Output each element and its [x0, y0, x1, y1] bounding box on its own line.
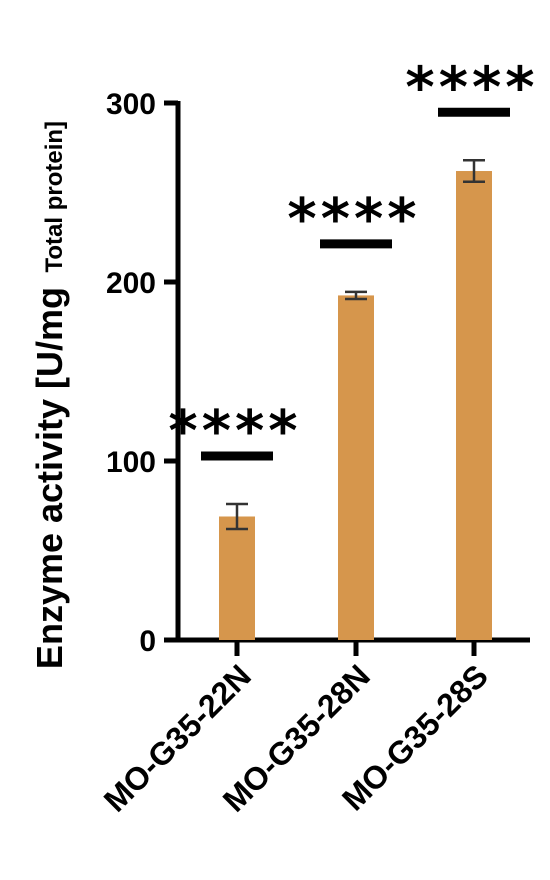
y-axis-label-main: Enzyme activity [U/mg	[29, 287, 70, 669]
bar-MO-G35-28S	[456, 171, 492, 640]
y-tick-label-200: 200	[106, 267, 156, 300]
significance-stars-0: ****	[168, 399, 301, 464]
bars	[219, 171, 492, 640]
y-axis-label: Enzyme activity [U/mg Total protein]	[29, 121, 70, 669]
y-tick-label-100: 100	[106, 446, 156, 479]
significance-stars-1: ****	[287, 187, 420, 252]
bar-MO-G35-28N	[338, 295, 374, 640]
y-tick-label-300: 300	[106, 88, 156, 121]
y-tick-label-0: 0	[139, 625, 156, 658]
significance-markers: **** **** ****	[168, 55, 538, 464]
y-axis-label-sub: Total protein]	[41, 121, 68, 273]
bar-MO-G35-22N	[219, 516, 255, 640]
error-bars	[226, 159, 485, 531]
significance-stars-2: ****	[405, 55, 538, 120]
